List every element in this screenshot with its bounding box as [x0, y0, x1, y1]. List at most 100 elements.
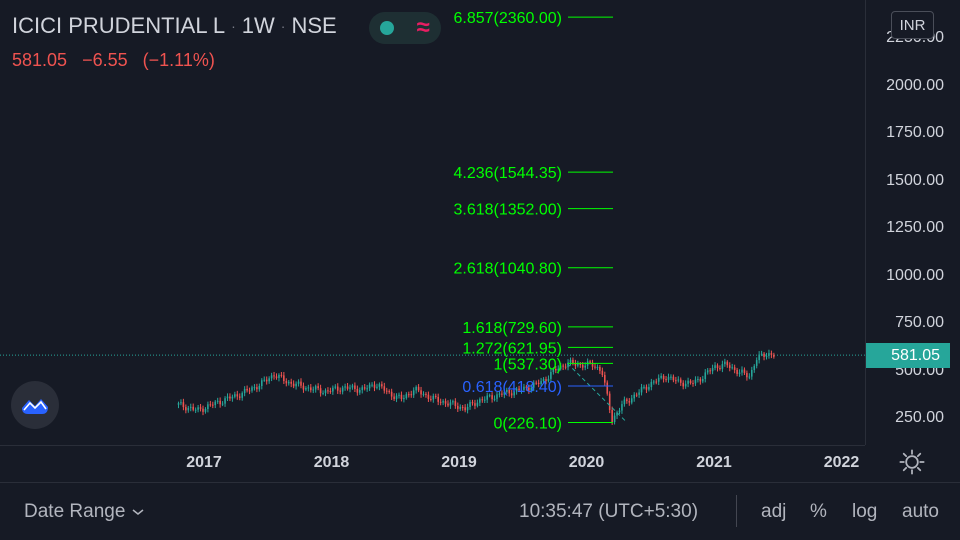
candle-body [221, 403, 224, 405]
price-axis-label: 1000.00 [886, 266, 944, 284]
candle-body [679, 379, 682, 383]
candle-body [765, 355, 768, 357]
price-axis-label: 1750.00 [886, 124, 944, 141]
candle-body [290, 381, 292, 384]
candle-body [650, 381, 653, 388]
candle-body [332, 387, 334, 392]
date-range-button[interactable]: Date Range [24, 501, 145, 523]
candle-body [640, 387, 643, 393]
candle-body [606, 382, 609, 394]
candle-body [682, 382, 684, 387]
candle-body [567, 362, 569, 368]
symbol-legend[interactable]: ICICI PRUDENTIAL L · 1W · NSE [12, 13, 337, 39]
candle-body [638, 392, 640, 395]
candle-body [224, 398, 226, 404]
candle-body [278, 374, 280, 378]
candle-body [471, 402, 474, 404]
time-axis[interactable]: 2017 2018 2019 2020 2021 2022 [0, 445, 865, 482]
fib-level-label: 6.857(2360.00) [453, 10, 562, 27]
price-legend: 581.05 −6.55 (−1.11%) [12, 50, 215, 71]
fib-level-label: 1.272(621.95) [462, 340, 562, 357]
candle-body [684, 383, 687, 387]
candle-body [273, 375, 275, 377]
candle-body [202, 408, 204, 412]
candle-body [212, 404, 214, 406]
chart-pane[interactable]: 6.857(2360.00) 4.236(1544.35) 3.618(1352.0… [0, 0, 865, 445]
candle-body [672, 376, 675, 381]
candle-body [733, 367, 736, 370]
candle-body [189, 406, 192, 408]
candle-body [395, 395, 398, 399]
candle-body [643, 386, 645, 388]
market-status-pill[interactable]: ≈ [369, 12, 441, 44]
candle-body [547, 378, 550, 381]
candle-body [694, 379, 697, 384]
candle-body [773, 354, 775, 357]
auto-scale-toggle[interactable]: auto [902, 501, 939, 522]
candle-body [488, 395, 491, 397]
adj-toggle[interactable]: adj [761, 501, 787, 522]
candle-body [481, 399, 484, 401]
log-scale-toggle[interactable]: log [852, 501, 878, 522]
candle-body [283, 375, 285, 381]
candle-body [226, 396, 229, 399]
candle-body [613, 415, 616, 423]
candle-body [197, 407, 199, 410]
candle-body [422, 393, 425, 395]
candle-body [194, 409, 197, 411]
candle-body [564, 366, 567, 368]
candle-body [231, 396, 234, 399]
market-open-icon [380, 21, 395, 35]
settings-gear-icon[interactable] [898, 448, 926, 476]
candle-body [706, 370, 709, 373]
candle-body [317, 386, 319, 389]
tradingview-logo-button[interactable] [11, 381, 59, 429]
candle-body [716, 365, 719, 369]
candle-body [667, 376, 670, 380]
candle-body [314, 386, 317, 390]
candle-body [180, 402, 182, 404]
candle-body [496, 394, 498, 399]
session-clock[interactable]: 10:35:47 (UTC+5:30) [519, 501, 699, 522]
candle-body [432, 395, 435, 400]
candle-body [493, 398, 496, 400]
candle-body [574, 363, 577, 366]
candle-body [581, 364, 584, 368]
candle-body [594, 366, 596, 368]
candle-body [336, 386, 339, 391]
candle-body [645, 386, 648, 390]
candle-body [540, 381, 542, 385]
candle-body [604, 375, 606, 383]
fib-level-label: 0(226.10) [494, 416, 563, 433]
candle-body [327, 390, 329, 392]
candle-body [760, 353, 763, 355]
candle-body [633, 394, 635, 399]
candle-body [753, 365, 756, 370]
candle-body [469, 402, 471, 407]
candle-body [425, 393, 427, 395]
candle-body [559, 365, 562, 369]
candle-body [246, 388, 248, 391]
separator-dot: · [231, 18, 236, 34]
candle-body [366, 388, 368, 390]
candle-body [236, 394, 239, 397]
fib-swing-line [567, 363, 628, 423]
price-axis[interactable]: 2250.002000.001750.001500.001250.001000.… [865, 0, 960, 445]
candle-body [648, 387, 650, 390]
fib-level-label: 1.618(729.60) [462, 320, 562, 337]
candle-body [339, 390, 341, 392]
candle-body [393, 396, 395, 399]
candle-body [434, 395, 437, 397]
candle-body [542, 379, 545, 382]
candle-body [596, 366, 599, 368]
currency-button[interactable]: INR [891, 11, 934, 39]
fib-level-label: 2.618(1040.80) [453, 261, 562, 278]
price-chart[interactable]: 6.857(2360.00) 4.236(1544.35) 3.618(1352.0… [0, 0, 865, 445]
exchange-label: NSE [291, 13, 337, 38]
candle-body [630, 398, 633, 403]
candle-body [532, 382, 535, 388]
candle-body [263, 379, 266, 381]
percent-scale-toggle[interactable]: % [810, 501, 827, 522]
candle-body [383, 386, 386, 391]
candle-body [310, 387, 312, 391]
